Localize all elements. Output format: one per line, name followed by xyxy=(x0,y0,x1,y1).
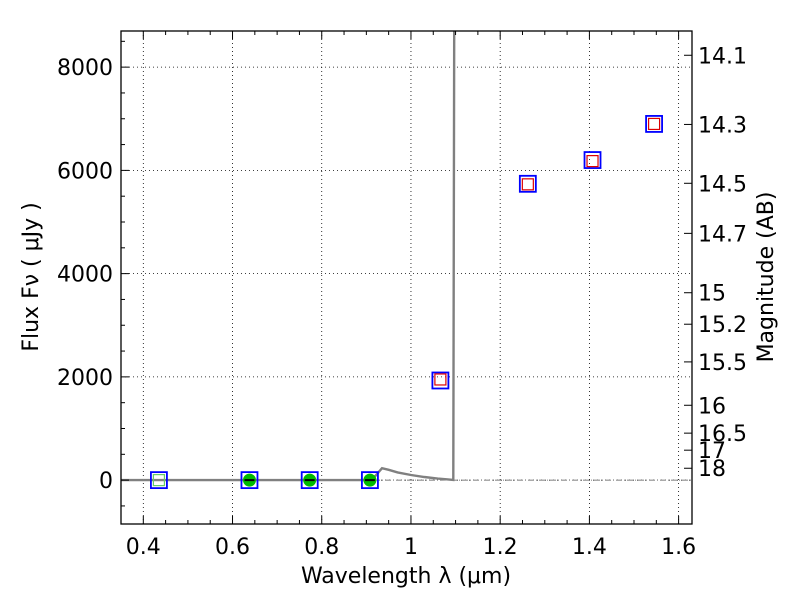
observed-flux-point xyxy=(240,471,259,490)
y2-tick-label: 15 xyxy=(698,282,726,307)
observed-flux-point xyxy=(583,151,602,169)
x-axis-label: Wavelength λ (μm) xyxy=(301,564,511,589)
model-flux-edge-point xyxy=(152,474,166,487)
y2-tick-label: 16 xyxy=(698,394,726,419)
observed-flux-point xyxy=(361,471,379,490)
x-tick-label: 1.2 xyxy=(483,535,518,560)
y2-tick-label: 14.3 xyxy=(698,113,747,138)
y2-tick-label: 17 xyxy=(698,439,726,464)
model-flux-point xyxy=(434,373,447,386)
y2-tick-label: 18 xyxy=(698,457,726,482)
observed-flux-point xyxy=(300,471,319,490)
x-tick-label: 0.8 xyxy=(304,535,339,560)
y2-tick-label: 14.7 xyxy=(698,222,747,247)
y-tick-label: 6000 xyxy=(57,159,113,184)
y-tick-label: 0 xyxy=(99,469,113,494)
y2-axis-label: Magnitude (AB) xyxy=(754,192,779,363)
y-tick-label: 2000 xyxy=(57,366,113,391)
observed-flux-point xyxy=(518,174,537,193)
model-flux-point xyxy=(647,117,661,131)
y-tick-label: 4000 xyxy=(57,263,113,288)
plot-frame xyxy=(120,30,693,525)
tick-labels: 0.4 0.6 0.8 1 1.2 1.4 1.6 0 2000 4000 6000 8000 14.1… xyxy=(57,44,747,560)
y2-tick-label: 16.5 xyxy=(698,422,747,447)
y2-tick-label: 14.5 xyxy=(698,172,747,197)
x-tick-label: 1.4 xyxy=(572,535,607,560)
y2-tick-label: 15.2 xyxy=(698,313,747,338)
observed-flux-point xyxy=(645,115,663,133)
y2-tick-label: 15.5 xyxy=(698,351,747,376)
model-flux-point xyxy=(586,155,599,168)
marker-layer xyxy=(150,115,663,490)
observed-flux-point xyxy=(431,371,450,390)
x-tick-label: 1 xyxy=(404,535,418,560)
model-flux-point xyxy=(521,178,534,191)
ticks xyxy=(120,31,692,524)
x-tick-label: 1.6 xyxy=(661,535,696,560)
x-tick-label: 0.6 xyxy=(215,535,250,560)
y2-tick-label: 14.1 xyxy=(698,44,747,69)
observed-flux-point xyxy=(150,471,168,490)
x-tick-label: 0.4 xyxy=(126,535,161,560)
y-tick-label: 8000 xyxy=(57,56,113,81)
y-axis-label: Flux Fν ( μJy ) xyxy=(19,202,44,351)
